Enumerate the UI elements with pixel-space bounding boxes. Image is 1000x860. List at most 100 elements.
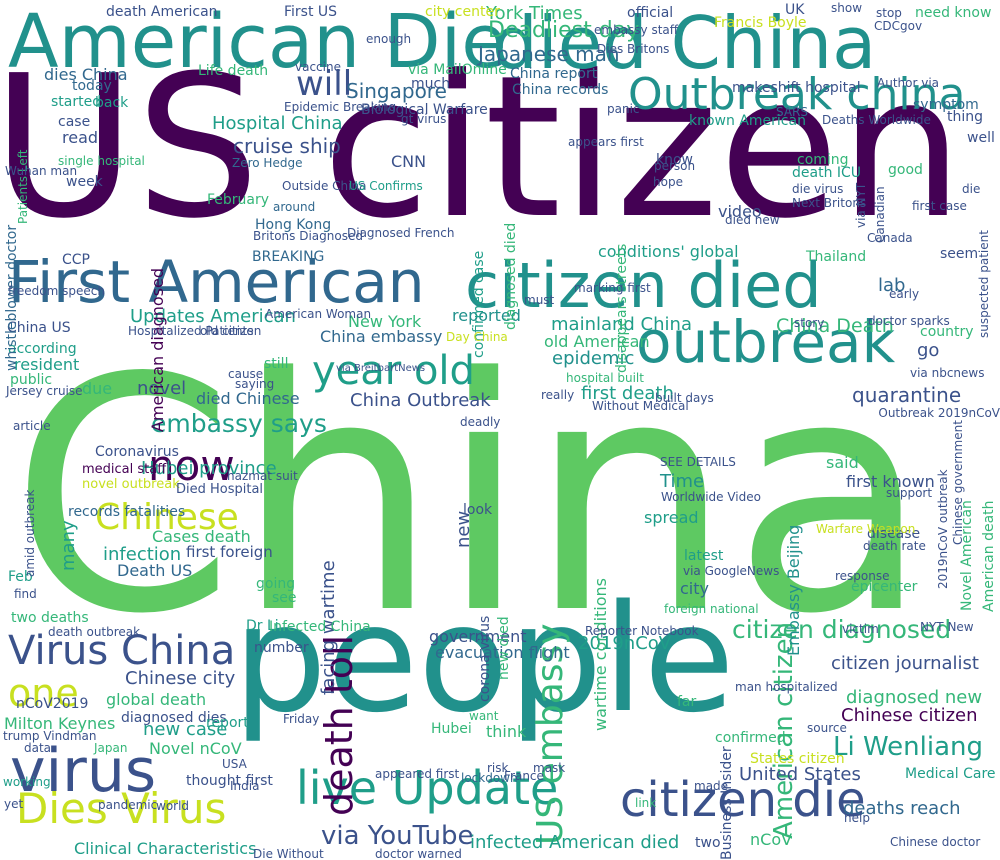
word-foreign-national: foreign national (664, 602, 759, 616)
word-american-death: American death (981, 500, 997, 612)
word-death-rate: death rate (863, 539, 926, 553)
word-global-death: global death (106, 690, 207, 709)
word-china-us: China US (7, 320, 71, 336)
word-singapore: Singapore (346, 79, 447, 103)
word-old-citizen: old citizen (200, 324, 262, 338)
word-citizen-die: citizen die (620, 772, 866, 828)
word-first-us: First US (284, 4, 338, 20)
word-latest: latest (684, 548, 724, 564)
word-year-old: year old (312, 348, 475, 394)
word-built-days: built days (655, 391, 714, 405)
word-government: government (429, 627, 527, 646)
word-new-york: New York (348, 312, 422, 331)
word-warfare-weapon: Warfare Weapon (816, 522, 916, 536)
word-look: look (463, 502, 493, 518)
word-cruise-ship: cruise ship (233, 134, 341, 158)
word-ccp: CCP (62, 252, 90, 268)
word-business-insider: Business Insider (719, 746, 735, 860)
word-worldwide-video: Worldwide Video (661, 490, 761, 504)
word-official: official (627, 5, 674, 21)
word-resident: resident (14, 355, 80, 374)
word-without-medical: Without Medical (592, 399, 689, 413)
word-appears-first: appears first (568, 135, 644, 149)
word-sars: SARS (776, 105, 809, 119)
word-embassy-beijing: Embassy Beijing (784, 524, 803, 656)
word-vaccine: vaccine (295, 60, 341, 74)
word-city-center: city center (425, 4, 500, 20)
word-go: go (917, 340, 940, 361)
word-corona-virus: corona virus (477, 615, 493, 702)
word-chinese-city: Chinese city (125, 668, 236, 689)
word-united-states: United States (739, 764, 861, 785)
word-china-outbreak: China Outbreak (350, 390, 491, 411)
word-died-chinese: died Chinese (196, 389, 300, 408)
word-going: going (256, 576, 296, 592)
word-february: February (207, 192, 270, 208)
word-amid-outbreak: amid outbreak (23, 489, 37, 577)
word-world: world (156, 799, 190, 813)
word-wuhan-man: Wuhan man (5, 164, 78, 178)
word-usa: USA (222, 757, 247, 771)
word-2019ncov-outbreak: 2019nCoV outbreak (936, 469, 950, 589)
word-biological-warfare: Biological Warfare (361, 102, 488, 118)
word-died-hospital: Died Hospital (176, 482, 264, 497)
word-updates-american: Updates American (130, 306, 296, 327)
word-much: much (411, 76, 451, 92)
word-two: two (695, 835, 721, 851)
word-coming: coming (797, 152, 849, 168)
word-response: response (835, 569, 890, 583)
word-city: city (680, 579, 709, 598)
word-evacuation-flight: evacuation flight (435, 643, 570, 662)
word-hong-kong: Hong Kong (255, 217, 332, 233)
word-dies-britons: Dies Britons (597, 42, 670, 56)
word-cnn: CNN (391, 152, 427, 171)
word-death-american: death American (106, 4, 218, 20)
word-week: week (66, 174, 103, 190)
word-see-details: SEE DETAILS (660, 455, 736, 469)
word-outbreak-china: Outbreak china (628, 69, 966, 120)
word-old-american: old American (544, 332, 650, 351)
word-hubei: Hubei (431, 721, 472, 737)
word-thing: thing (947, 109, 984, 125)
word-die-virus: die virus (792, 182, 844, 196)
word-epidemic-breaking: Epidemic Breaking (284, 100, 397, 114)
word-milton-keynes: Milton Keynes (4, 714, 116, 733)
word-help: help (844, 811, 870, 825)
word-japanese-man: Japanese man (478, 42, 620, 66)
word-chinese-government: Chinese government (951, 420, 965, 545)
word-according: according (8, 341, 77, 357)
word-via-breitbartnews: via BreitbartNews (336, 363, 426, 374)
word-novel-ncov: Novel nCoV (149, 739, 242, 758)
word-nyt-new: NYT New (920, 620, 974, 634)
word-infected-china: Infected China (269, 619, 371, 635)
word-2019ncov: 2019nCoV (578, 633, 672, 654)
word-japan: Japan (94, 741, 128, 755)
word-public: public (10, 372, 53, 388)
word-ncov: nCoV (750, 830, 793, 849)
word-new-died: new died (496, 616, 512, 680)
word-working: working (3, 775, 51, 789)
word-spread: spread (644, 508, 699, 527)
word-diagnosed-french: Diagnosed French (347, 226, 455, 240)
word-early: early (889, 287, 920, 301)
word-francis-boyle: Francis Boyle (714, 15, 807, 31)
word-today: today (72, 78, 112, 94)
word-medical-care: Medical Care (905, 766, 996, 782)
word-thailand: Thailand (806, 249, 867, 265)
word-records-fatalities: records fatalities (68, 504, 186, 520)
word-well: well (967, 130, 995, 146)
word-pandemic: pandemic (98, 798, 158, 812)
word-known-american: known American (689, 113, 806, 129)
word-american-woman: American Woman (265, 307, 372, 321)
word-deaths-reach: deaths reach (843, 798, 961, 819)
word-quarantine: quarantine (852, 383, 962, 407)
word-dies-china: dies China (44, 65, 128, 84)
word-death-outbreak: death outbreak (48, 625, 141, 639)
word-france: France (504, 769, 544, 783)
word-citizen-died: citizen died (465, 249, 822, 322)
word-citizen-diagnosed: citizen diagnosed (732, 615, 952, 644)
word-deadly: deadly (460, 415, 501, 429)
word-via-youtube: via YouTube (321, 821, 474, 851)
word-american-diagnosed: American diagnosed (148, 267, 167, 432)
word-dr-li: Dr Li (246, 618, 279, 634)
